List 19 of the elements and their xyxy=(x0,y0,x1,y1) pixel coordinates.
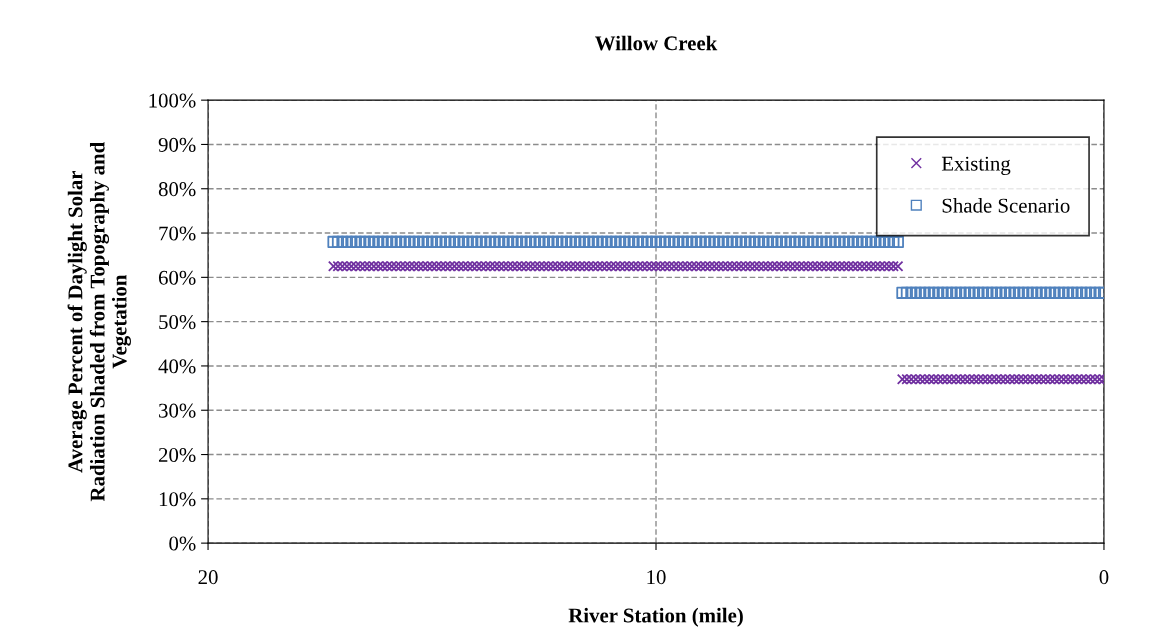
y-tick-label: 100% xyxy=(149,93,196,108)
y-axis-title: Average Percent of Daylight Solar Radiation Shaded from Topography and Vegetation xyxy=(67,142,131,502)
chart-title: Willow Creek xyxy=(595,35,718,51)
x-axis-title: River Station (mile) xyxy=(568,607,743,627)
legend-label: Shade Scenario xyxy=(942,198,1070,213)
y-tick-label: 90% xyxy=(158,137,196,152)
y-tick-label: 80% xyxy=(158,182,196,197)
y-tick-label: 50% xyxy=(159,315,196,330)
x-tick-label: 0 xyxy=(1099,570,1109,585)
y-tick-label: 60% xyxy=(158,270,196,285)
x-tick-label: 20 xyxy=(198,570,218,585)
y-tick-label: 40% xyxy=(158,359,196,374)
legend-label: Existing xyxy=(941,156,1011,175)
y-tick-label: 30% xyxy=(159,403,196,418)
y-tick-label: 70% xyxy=(159,226,196,241)
y-tick-label: 20% xyxy=(158,447,196,463)
y-tick-label: 0% xyxy=(169,536,196,551)
y-tick-label: 10% xyxy=(159,492,196,507)
x-tick-label: 10 xyxy=(647,570,666,585)
